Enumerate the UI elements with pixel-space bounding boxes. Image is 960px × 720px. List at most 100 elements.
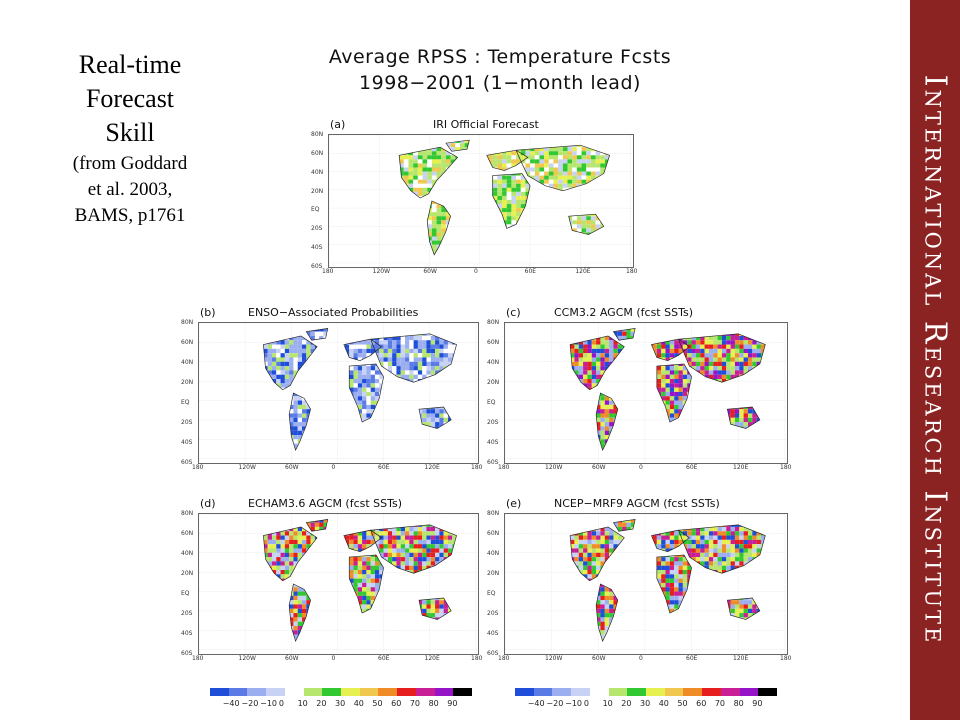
skill-cell — [349, 447, 354, 451]
skill-cell — [461, 366, 465, 370]
skill-cell — [525, 220, 531, 225]
skill-cell — [548, 175, 554, 180]
skill-cell — [348, 253, 353, 257]
skill-cell — [430, 391, 436, 397]
skill-cell — [604, 208, 610, 213]
skill-cell — [483, 143, 489, 148]
skill-cell — [385, 143, 390, 147]
skill-cell — [439, 344, 444, 349]
skill-cell — [417, 366, 423, 371]
skill-cell — [319, 435, 324, 440]
skill-cell — [478, 248, 484, 253]
skill-cell — [461, 448, 465, 452]
skill-cell — [280, 383, 285, 388]
skill-cell — [349, 323, 353, 327]
skill-cell — [604, 195, 610, 200]
skill-cell — [417, 151, 423, 156]
skill-cell — [284, 383, 290, 388]
skill-cell — [704, 335, 709, 341]
skill-cell — [259, 431, 263, 435]
skill-cell — [682, 335, 688, 341]
skill-cell — [284, 439, 290, 444]
skill-cell — [459, 171, 465, 176]
skill-cell — [343, 241, 348, 245]
coastline — [263, 335, 318, 391]
skill-cell — [514, 357, 518, 361]
skill-cell — [229, 448, 233, 452]
skill-cell — [255, 409, 259, 413]
skill-cell — [539, 236, 545, 241]
skill-cell — [488, 143, 493, 148]
skill-cell — [539, 208, 545, 213]
skill-cell — [441, 155, 446, 160]
skill-cell — [497, 204, 503, 209]
skill-cell — [609, 179, 610, 184]
skill-cell — [246, 413, 250, 417]
skill-cell — [323, 357, 328, 362]
skill-cell — [392, 439, 397, 444]
skill-cell — [576, 232, 582, 237]
skill-cell — [212, 461, 216, 463]
skill-cell — [488, 135, 493, 139]
skill-cell — [319, 353, 324, 358]
skill-cell — [752, 328, 757, 332]
skill-cell — [329, 212, 334, 216]
skill-cell — [483, 191, 489, 196]
skill-cell — [251, 357, 255, 361]
skill-cell — [469, 426, 473, 430]
skill-cell — [310, 404, 315, 410]
skill-cell — [390, 176, 395, 180]
skill-cell — [431, 191, 437, 196]
skill-cell — [348, 228, 353, 232]
skill-cell — [752, 344, 757, 349]
skill-cell — [374, 422, 380, 427]
skill-cell — [329, 172, 334, 176]
skill-cell — [567, 208, 573, 213]
skill-cell — [329, 232, 334, 236]
skill-cell — [255, 353, 259, 357]
skill-cell — [336, 335, 341, 341]
skill-cell — [371, 184, 376, 188]
skill-cell — [511, 175, 517, 180]
skill-cell — [394, 237, 399, 241]
skill-cell — [242, 392, 246, 396]
skill-cell — [284, 413, 290, 418]
skill-cell — [338, 257, 343, 261]
skill-cell — [271, 366, 277, 371]
skill-cell — [756, 328, 761, 332]
skill-cell — [548, 244, 554, 249]
skill-cell — [408, 175, 414, 180]
map-panel-b: (b) ENSO−Associated Probabilities 80N 60N 40… — [178, 306, 483, 474]
skill-cell — [203, 409, 207, 413]
skill-cell — [357, 163, 362, 167]
skill-cell — [469, 362, 473, 366]
skill-cell — [527, 327, 531, 331]
skill-cell — [284, 379, 290, 384]
skill-cell — [251, 370, 255, 374]
skill-cell — [548, 332, 552, 336]
skill-cell — [379, 379, 384, 384]
skill-cell — [352, 143, 357, 147]
skill-cell — [394, 143, 399, 147]
skill-cell — [734, 328, 740, 332]
skill-cell — [284, 430, 290, 435]
skill-cell — [652, 331, 657, 336]
skill-cell — [469, 220, 474, 225]
skill-cell — [409, 447, 414, 451]
skill-cell — [203, 413, 207, 417]
skill-cell — [527, 353, 531, 357]
skill-cell — [238, 323, 242, 327]
skill-cell — [604, 147, 610, 152]
skill-cell — [553, 208, 559, 213]
skill-cell — [370, 348, 375, 354]
skill-cell — [469, 191, 474, 196]
skill-cell — [302, 461, 306, 463]
skill-cell — [509, 336, 513, 340]
skill-cell — [691, 357, 696, 362]
skill-cell — [357, 184, 362, 188]
skill-cell — [314, 439, 320, 444]
skill-cell — [530, 163, 535, 168]
skill-cell — [426, 452, 430, 456]
skill-cell — [380, 200, 385, 204]
skill-cell — [413, 228, 418, 233]
